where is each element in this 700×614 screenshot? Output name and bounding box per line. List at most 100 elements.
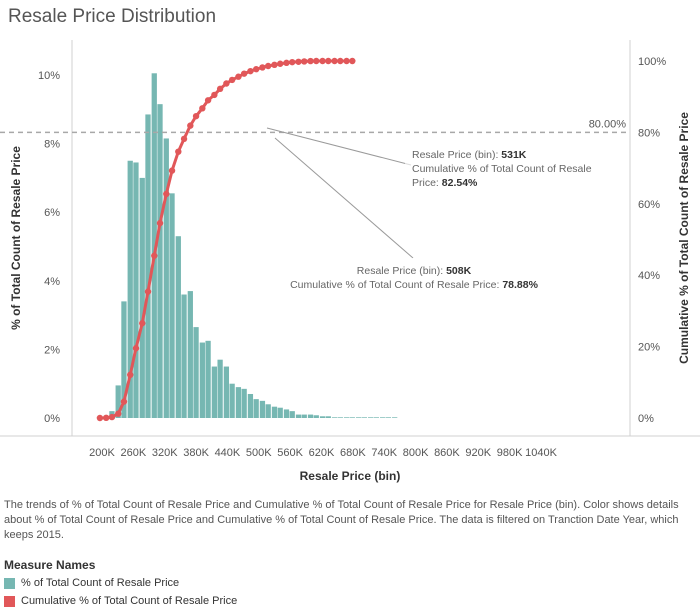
histogram-bar[interactable] [373, 417, 380, 418]
cumulative-point[interactable] [216, 85, 224, 93]
histogram-bar[interactable] [193, 327, 199, 418]
histogram-bar[interactable] [181, 294, 187, 418]
cumulative-point[interactable] [301, 58, 308, 65]
cumulative-point[interactable] [313, 57, 320, 65]
cumulative-point[interactable] [228, 76, 236, 84]
histogram-bar[interactable] [253, 399, 259, 418]
cumulative-point[interactable] [349, 57, 356, 65]
cumulative-point[interactable] [144, 288, 152, 295]
histogram-bar[interactable] [349, 417, 355, 418]
cumulative-point[interactable] [120, 398, 128, 405]
cumulative-point[interactable] [168, 167, 176, 174]
cumulative-point[interactable] [175, 148, 182, 155]
cumulative-point[interactable] [271, 61, 278, 69]
cumulative-point[interactable] [283, 59, 290, 67]
histogram-bar[interactable] [271, 406, 278, 418]
cumulative-point[interactable] [211, 91, 218, 99]
histogram-bar[interactable] [145, 114, 151, 418]
chart-canvas[interactable]: 80.00% 0% 2% 4% 6% 8% 10% 0% 20% 40% 60% 80% 100% 20… [0, 0, 700, 495]
cumulative-point[interactable] [180, 135, 188, 143]
cumulative-point[interactable] [151, 252, 158, 259]
cumulative-point[interactable] [102, 414, 110, 422]
cumulative-point[interactable] [163, 190, 170, 198]
y2-tick-label: 80% [638, 127, 660, 139]
histogram-bar[interactable] [361, 417, 367, 418]
histogram-bar[interactable] [223, 366, 230, 418]
cumulative-point[interactable] [96, 414, 104, 422]
legend-label-cumulative: Cumulative % of Total Count of Resale Pr… [21, 595, 238, 607]
cumulative-point[interactable] [108, 413, 116, 421]
x-tick-label: 200K [89, 447, 115, 459]
histogram-bar[interactable] [241, 388, 247, 418]
histogram-bar[interactable] [127, 160, 133, 418]
histogram-bar[interactable] [205, 340, 211, 418]
histogram-bar[interactable] [199, 342, 205, 418]
cumulative-point[interactable] [156, 219, 164, 227]
histogram-bar[interactable] [157, 104, 163, 418]
histogram-bar[interactable] [259, 400, 266, 418]
histogram-bar[interactable] [307, 414, 314, 418]
histogram-bar[interactable] [169, 193, 175, 418]
histogram-bar[interactable] [355, 417, 362, 418]
cumulative-point[interactable] [343, 57, 350, 65]
histogram-bar[interactable] [121, 301, 127, 418]
histogram-bar[interactable] [337, 417, 343, 418]
cumulative-point[interactable] [132, 345, 140, 352]
histogram-bar[interactable] [151, 73, 157, 418]
histogram-bar[interactable] [385, 417, 392, 418]
histogram-bar[interactable] [331, 417, 338, 418]
tooltip-box-1 [405, 140, 617, 192]
cumulative-point[interactable] [187, 122, 194, 129]
cumulative-point[interactable] [127, 371, 134, 379]
histogram-bar[interactable] [289, 411, 295, 418]
cumulative-point[interactable] [307, 57, 314, 65]
cumulative-point[interactable] [115, 410, 122, 417]
x-tick-label: 260K [121, 447, 147, 459]
legend-item-percent[interactable]: % of Total Count of Resale Price [4, 574, 237, 592]
histogram-bar[interactable] [367, 417, 374, 418]
histogram-bar[interactable] [115, 385, 121, 418]
histogram-bar[interactable] [247, 393, 254, 418]
histogram-bar[interactable] [133, 162, 139, 418]
legend-item-cumulative[interactable]: Cumulative % of Total Count of Resale Pr… [4, 592, 237, 610]
histogram-bar[interactable] [229, 383, 235, 418]
histogram-bar[interactable] [175, 236, 181, 418]
histogram-bar[interactable] [283, 409, 290, 418]
cumulative-point[interactable] [252, 66, 260, 73]
cumulative-point[interactable] [325, 57, 332, 65]
cumulative-point[interactable] [319, 57, 326, 65]
histogram-bar[interactable] [392, 417, 398, 418]
histogram-bar[interactable] [211, 366, 217, 418]
x-tick-label: 440K [215, 447, 241, 459]
cumulative-point[interactable] [139, 320, 146, 327]
histogram-bar[interactable] [163, 138, 169, 418]
x-tick-label: 320K [152, 447, 178, 459]
cumulative-point[interactable] [295, 58, 302, 65]
cumulative-point[interactable] [259, 64, 266, 71]
cumulative-point[interactable] [192, 112, 200, 120]
histogram-bar[interactable] [277, 407, 283, 418]
histogram-bar[interactable] [295, 414, 302, 418]
histogram-bar[interactable] [187, 291, 193, 418]
cumulative-point[interactable] [199, 105, 206, 112]
histogram-bar[interactable] [301, 414, 307, 418]
cumulative-point[interactable] [277, 60, 284, 67]
histogram-bar[interactable] [265, 404, 271, 418]
histogram-bar[interactable] [380, 417, 386, 418]
cumulative-point[interactable] [240, 70, 248, 77]
histogram-bar[interactable] [313, 415, 319, 418]
histogram-bar[interactable] [217, 359, 223, 418]
cumulative-point[interactable] [264, 62, 272, 70]
cumulative-point[interactable] [337, 57, 344, 65]
cumulative-point[interactable] [289, 58, 296, 66]
cumulative-point[interactable] [235, 73, 242, 80]
cumulative-point[interactable] [204, 97, 212, 104]
histogram-bar[interactable] [139, 177, 145, 418]
histogram-bar[interactable] [325, 416, 331, 418]
cumulative-point[interactable] [247, 67, 254, 75]
histogram-bar[interactable] [235, 387, 242, 418]
histogram-bar[interactable] [319, 416, 326, 418]
cumulative-point[interactable] [331, 57, 338, 65]
cumulative-point[interactable] [223, 80, 230, 87]
histogram-bar[interactable] [343, 417, 350, 418]
